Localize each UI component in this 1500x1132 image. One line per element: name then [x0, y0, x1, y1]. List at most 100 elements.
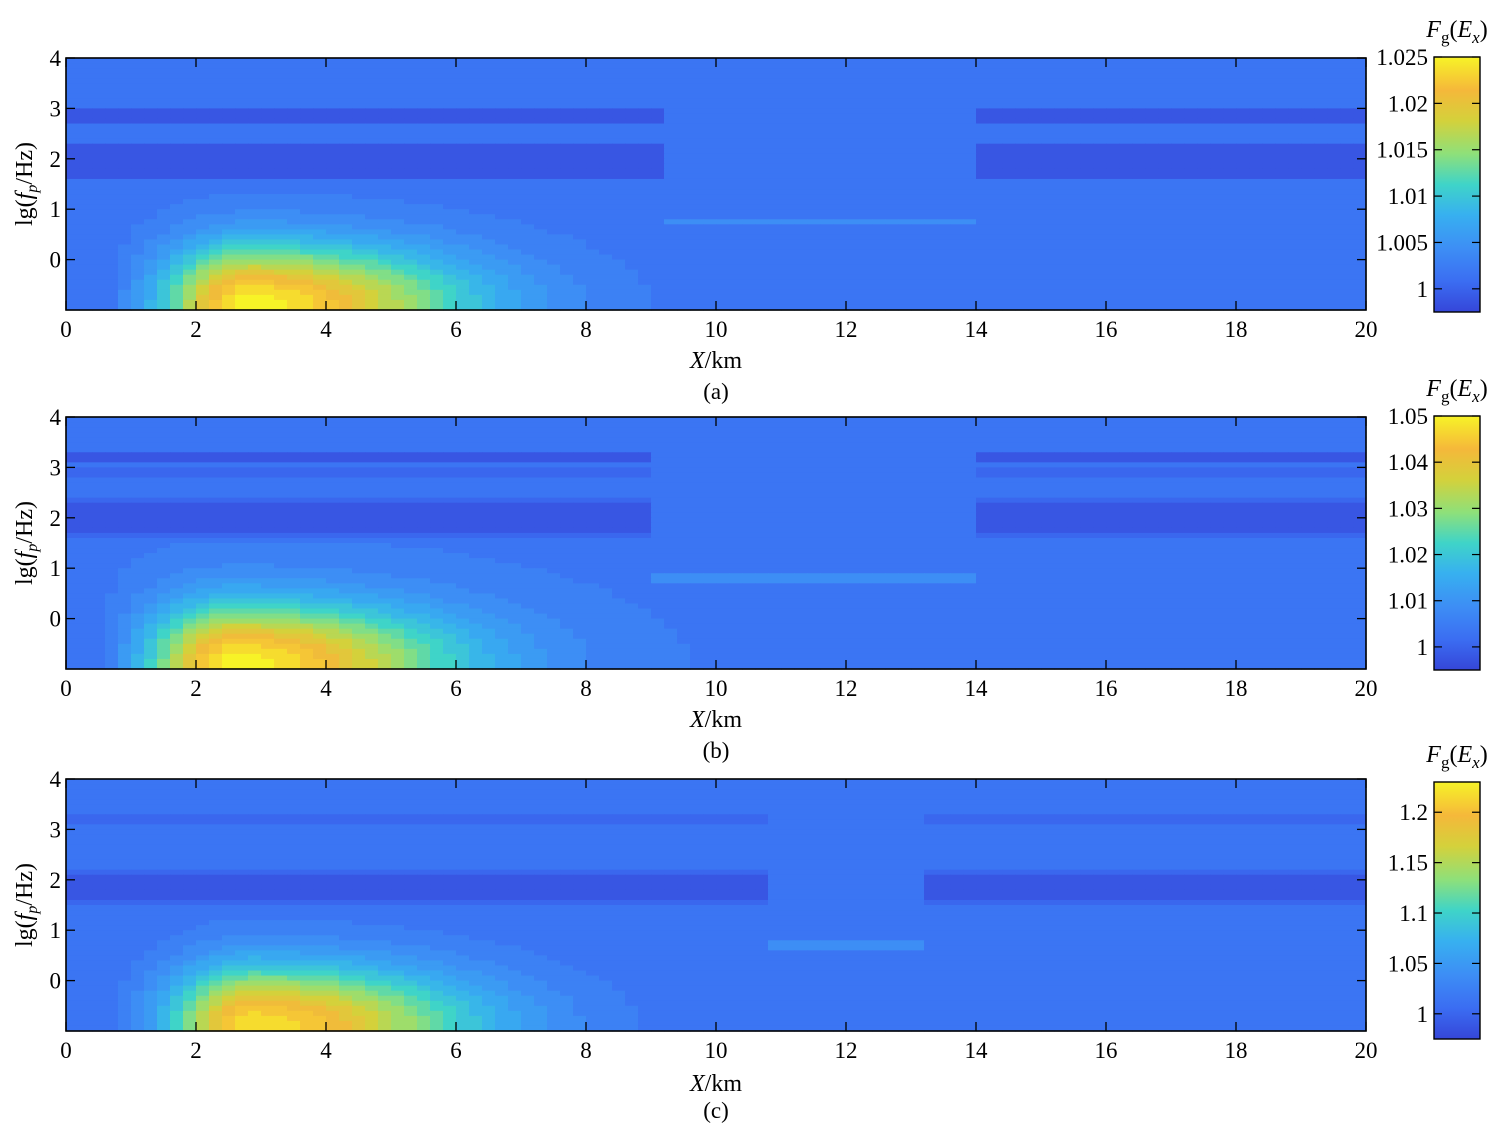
heatmap-cell — [417, 264, 431, 271]
heatmap-cell — [1093, 189, 1107, 195]
heatmap-cell — [612, 299, 626, 306]
heatmap-cell — [1145, 269, 1159, 276]
heatmap-cell — [105, 118, 119, 125]
heatmap-cell — [300, 148, 314, 155]
heatmap-cell — [1353, 269, 1367, 276]
heatmap-cell — [716, 118, 730, 125]
heatmap-cell — [573, 284, 587, 291]
heatmap-cell — [300, 274, 314, 281]
heatmap-cell — [378, 158, 392, 165]
heatmap-cell — [1197, 249, 1211, 256]
heatmap-cell — [235, 178, 249, 185]
heatmap-cell — [352, 244, 366, 251]
heatmap-cell — [651, 113, 665, 120]
heatmap-cell — [989, 244, 1003, 251]
heatmap-cell — [1197, 58, 1211, 64]
heatmap-cell — [677, 239, 691, 246]
heatmap-cell — [586, 78, 600, 84]
heatmap-cell — [872, 108, 886, 115]
heatmap-cell — [521, 264, 535, 271]
heatmap-cell — [274, 78, 288, 84]
heatmap-cell — [638, 63, 652, 69]
heatmap-cell — [1314, 138, 1328, 145]
heatmap-cell — [859, 279, 873, 286]
heatmap-cell — [1301, 113, 1315, 120]
heatmap-cell — [222, 113, 236, 120]
heatmap-cell — [794, 274, 808, 281]
heatmap-cell — [1080, 58, 1094, 64]
heatmap-cell — [1132, 254, 1146, 261]
heatmap-cell — [612, 133, 626, 140]
heatmap-cell — [404, 88, 418, 94]
heatmap-cell — [586, 63, 600, 69]
heatmap-cell — [1145, 83, 1159, 89]
heatmap-cell — [118, 83, 132, 89]
heatmap-cell — [79, 239, 93, 246]
heatmap-cell — [118, 108, 132, 115]
heatmap-cell — [1353, 224, 1367, 230]
heatmap-cell — [482, 274, 496, 281]
heatmap-cell — [339, 138, 353, 145]
heatmap-cell — [339, 229, 353, 235]
heatmap-cell — [872, 133, 886, 140]
heatmap-cell — [768, 244, 782, 251]
heatmap-cell — [638, 219, 652, 225]
heatmap-cell — [742, 229, 756, 235]
heatmap-cell — [261, 118, 275, 125]
heatmap-cell — [1028, 158, 1042, 165]
heatmap-cell — [1340, 128, 1354, 135]
heatmap-cell — [989, 68, 1003, 74]
heatmap-cell — [651, 184, 665, 190]
heatmap-cell — [1106, 204, 1120, 210]
heatmap-cell — [339, 244, 353, 251]
heatmap-cell — [781, 168, 795, 175]
heatmap-cell — [1015, 279, 1029, 286]
heatmap-cell — [586, 224, 600, 230]
heatmap-cell — [898, 93, 912, 99]
heatmap-cell — [469, 158, 483, 165]
heatmap-cell — [1158, 269, 1172, 276]
heatmap-cell — [248, 229, 262, 235]
heatmap-cell — [1041, 133, 1055, 140]
heatmap-cell — [742, 153, 756, 160]
heatmap-cell — [1028, 63, 1042, 69]
heatmap-cell — [807, 299, 821, 306]
heatmap-cell — [703, 98, 717, 104]
heatmap-cell — [417, 98, 431, 104]
heatmap-cell — [1288, 239, 1302, 246]
heatmap-cell — [794, 194, 808, 200]
heatmap-cell — [105, 284, 119, 291]
heatmap-cell — [1171, 93, 1185, 99]
heatmap-cell — [768, 168, 782, 175]
heatmap-cell — [443, 264, 457, 271]
heatmap-cell — [885, 279, 899, 286]
heatmap-cell — [1236, 239, 1250, 246]
heatmap-cell — [1106, 264, 1120, 271]
heatmap-cell — [560, 279, 574, 286]
heatmap-cell — [261, 249, 275, 256]
heatmap-cell — [1249, 214, 1263, 220]
heatmap-cell — [859, 219, 873, 225]
heatmap-cell — [365, 274, 379, 281]
heatmap-cell — [261, 63, 275, 69]
heatmap-cell — [885, 93, 899, 99]
heatmap-cell — [209, 239, 223, 246]
heatmap-cell — [599, 88, 613, 94]
heatmap-cell — [586, 289, 600, 296]
heatmap-cell — [1288, 103, 1302, 109]
heatmap-cell — [157, 138, 171, 145]
heatmap-cell — [833, 279, 847, 286]
heatmap-cell — [248, 148, 262, 155]
heatmap-cell — [105, 274, 119, 281]
heatmap-cell — [859, 259, 873, 266]
heatmap-cell — [209, 244, 223, 251]
heatmap-cell — [443, 93, 457, 99]
heatmap-cell — [1327, 148, 1341, 155]
heatmap-cell — [1184, 214, 1198, 220]
heatmap-cell — [196, 178, 210, 185]
heatmap-cell — [924, 299, 938, 306]
heatmap-cell — [508, 88, 522, 94]
heatmap-cell — [859, 214, 873, 220]
heatmap-cell — [1015, 153, 1029, 160]
heatmap-cell — [716, 304, 730, 311]
